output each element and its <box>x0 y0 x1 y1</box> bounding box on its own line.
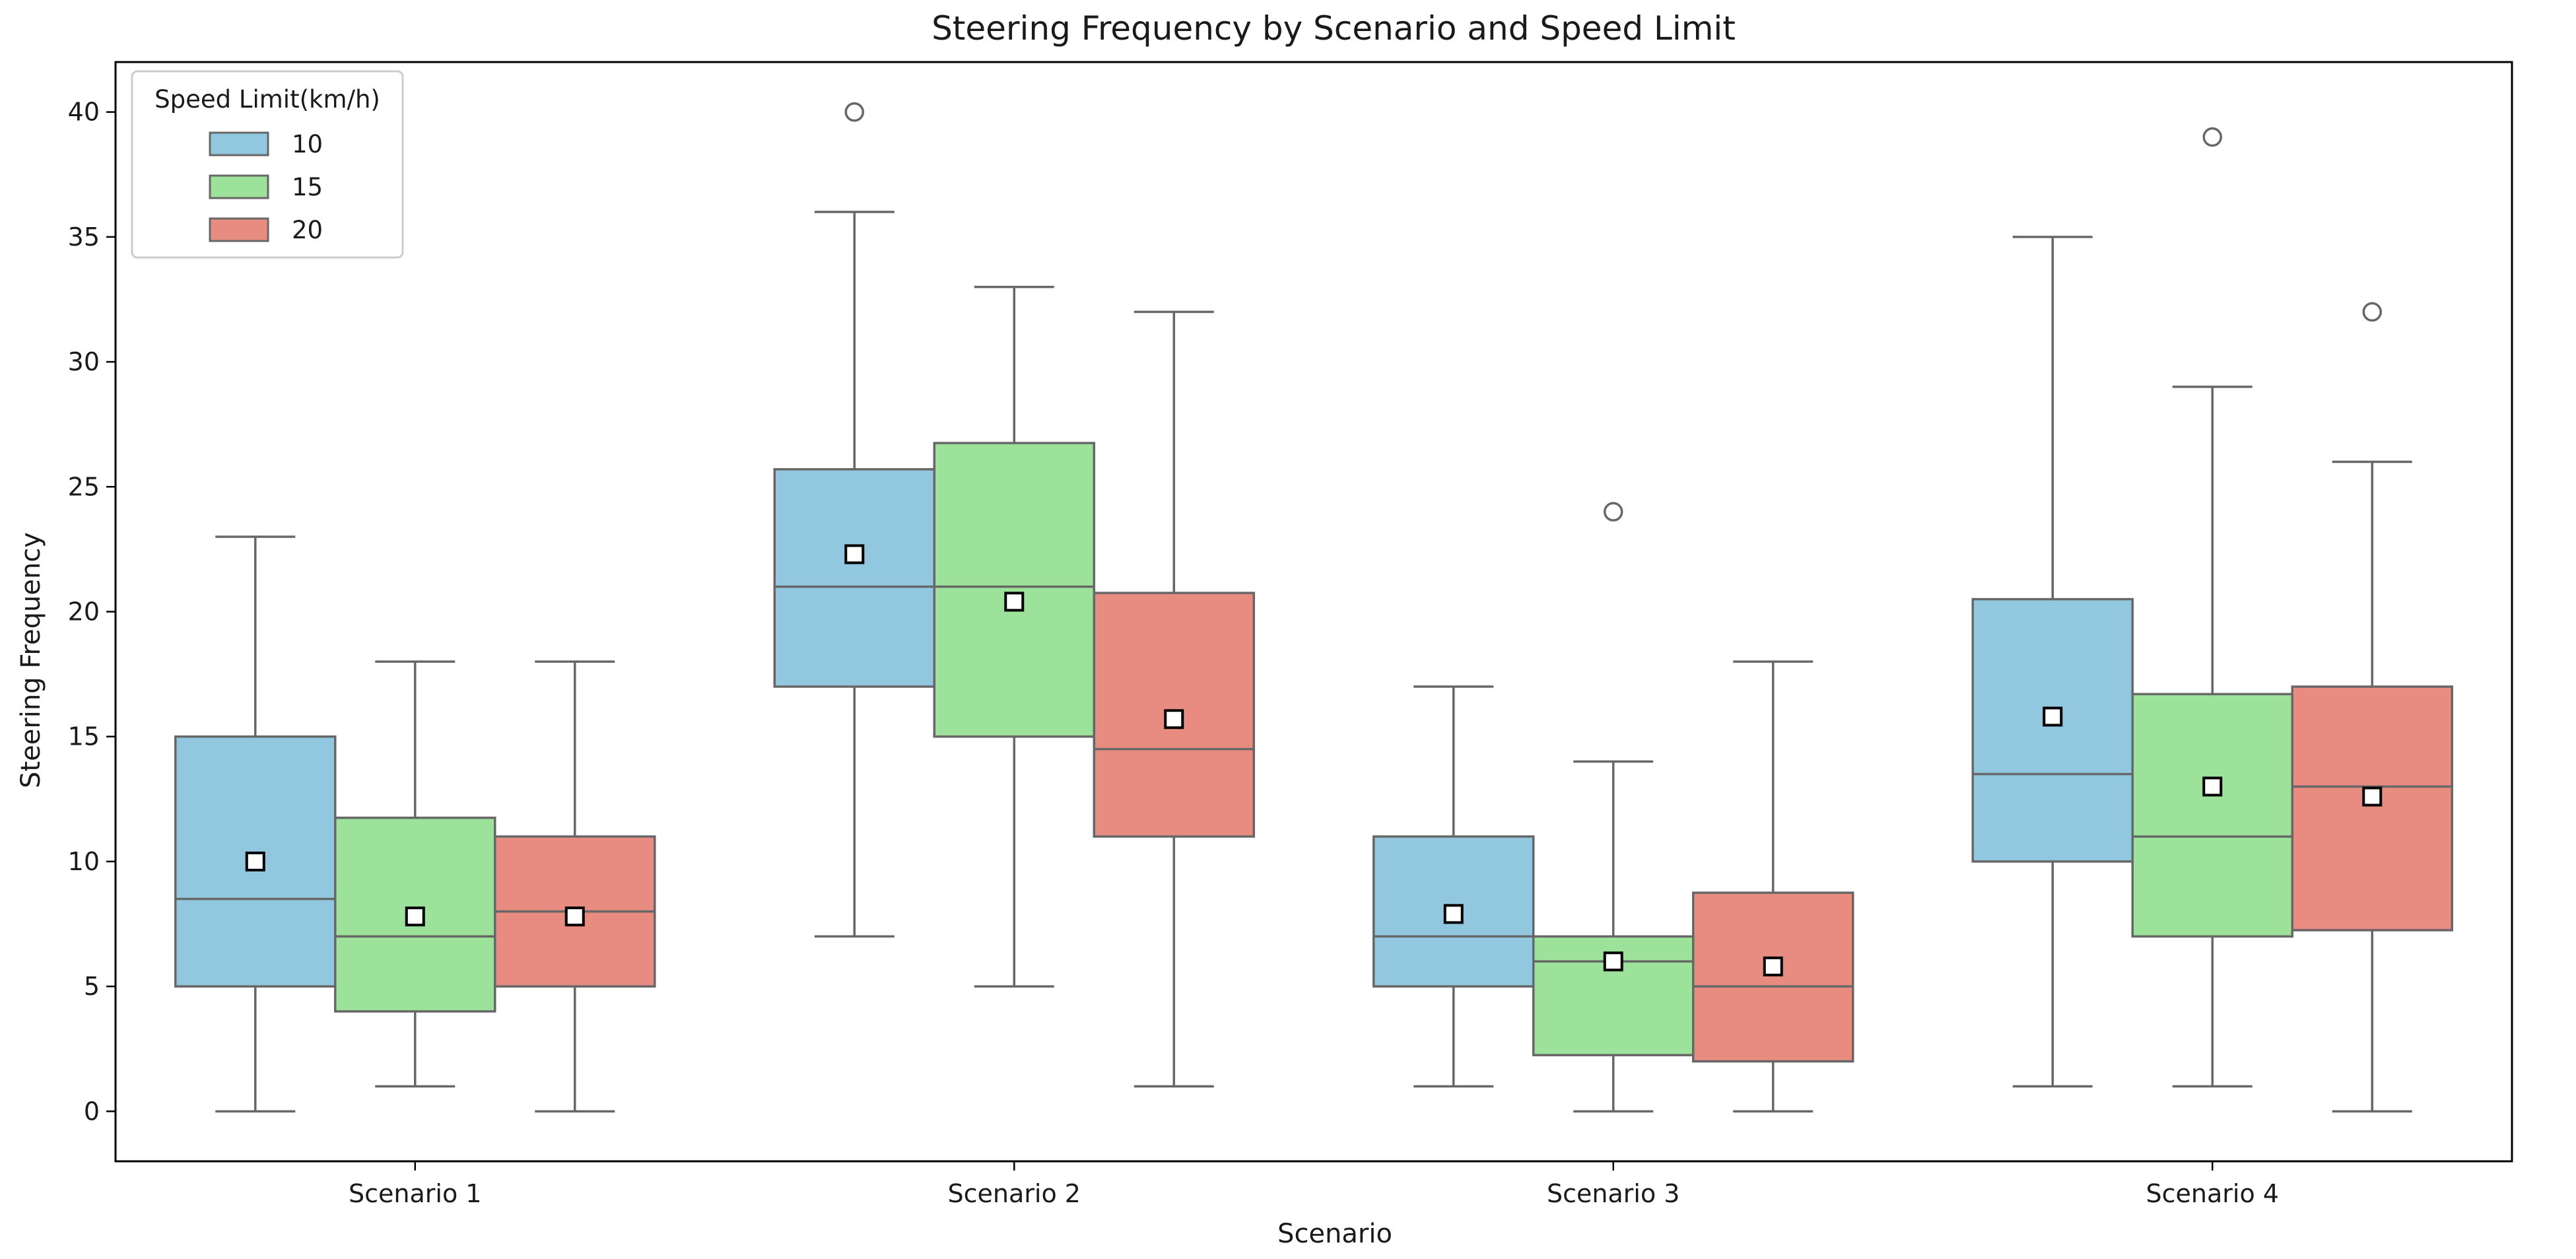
y-tick-label: 20 <box>68 597 100 627</box>
y-axis-label: Steering Frequency <box>16 532 46 788</box>
mean-marker <box>1763 956 1783 976</box>
box-iqr <box>1971 597 2134 863</box>
box-iqr <box>773 468 935 688</box>
mean-marker <box>1443 904 1464 924</box>
legend-frame <box>131 70 404 259</box>
legend-swatch-20 <box>209 217 269 242</box>
y-tick-label: 40 <box>68 98 100 127</box>
legend-label-20: 20 <box>292 216 323 244</box>
legend: Speed Limit(km/h) 10 15 20 <box>131 70 404 259</box>
legend-title: Speed Limit(km/h) <box>154 85 380 114</box>
mean-marker <box>1164 709 1184 730</box>
x-axis: Scenario 1 Scenario 2 Scenario 3 Scenario 4 <box>349 1161 2279 1208</box>
legend-swatch-10 <box>209 131 269 156</box>
box-iqr <box>1692 891 1854 1063</box>
box-scenario-2-speed-10 <box>773 102 935 938</box>
box-scenario-3-speed-15 <box>1532 502 1695 1113</box>
mean-marker <box>1603 951 1623 972</box>
box-scenario-1-speed-20 <box>494 660 656 1113</box>
outlier-point <box>1604 502 1623 522</box>
box-scenario-2-speed-20 <box>1093 310 1255 1088</box>
legend-label-15: 15 <box>292 173 323 201</box>
box-scenario-3-speed-20 <box>1692 660 1854 1113</box>
legend-swatch-15 <box>209 174 269 199</box>
x-tick-label: Scenario 3 <box>1547 1179 1679 1208</box>
y-tick-label: 35 <box>68 222 100 252</box>
y-tick-label: 15 <box>68 722 100 751</box>
box-iqr <box>2291 685 2453 932</box>
mean-marker <box>405 906 425 927</box>
mean-marker <box>1004 592 1025 612</box>
box-scenario-4-speed-20 <box>2291 302 2453 1113</box>
y-tick-label: 0 <box>84 1097 100 1126</box>
legend-entries: 10 15 20 <box>209 130 323 244</box>
mean-marker <box>2202 776 2223 797</box>
outlier-point <box>2202 127 2222 147</box>
box-scenario-4-speed-15 <box>2131 127 2293 1088</box>
mean-marker <box>245 851 265 871</box>
box-scenario-4-speed-10 <box>1971 236 2134 1088</box>
chart-title: Steering Frequency by Scenario and Speed… <box>932 9 1736 48</box>
box-scenario-1-speed-10 <box>174 535 337 1113</box>
y-tick-label: 25 <box>68 472 100 501</box>
x-tick-label: Scenario 1 <box>349 1179 481 1208</box>
mean-marker <box>2043 706 2063 727</box>
outlier-point <box>844 102 864 122</box>
box-scenario-3-speed-10 <box>1373 685 1535 1088</box>
box-iqr <box>2131 693 2293 938</box>
y-tick-label: 30 <box>68 347 100 376</box>
y-tick-label: 10 <box>68 847 100 876</box>
x-axis-label: Scenario <box>1277 1219 1392 1249</box>
mean-marker <box>2362 786 2383 807</box>
box-iqr <box>933 442 1095 738</box>
legend-label-10: 10 <box>292 130 323 158</box>
box-scenario-2-speed-15 <box>933 285 1095 988</box>
y-axis: 0 5 10 15 20 25 30 35 40 <box>68 98 116 1126</box>
y-tick-label: 5 <box>84 972 100 1001</box>
x-tick-label: Scenario 2 <box>948 1179 1081 1208</box>
boxes-layer <box>174 102 2453 1113</box>
mean-marker <box>564 906 585 927</box>
outlier-point <box>2362 302 2382 322</box>
box-scenario-1-speed-15 <box>334 660 496 1088</box>
plot-frame <box>114 61 2513 1163</box>
mean-marker <box>844 544 865 564</box>
x-tick-label: Scenario 4 <box>2146 1179 2279 1208</box>
